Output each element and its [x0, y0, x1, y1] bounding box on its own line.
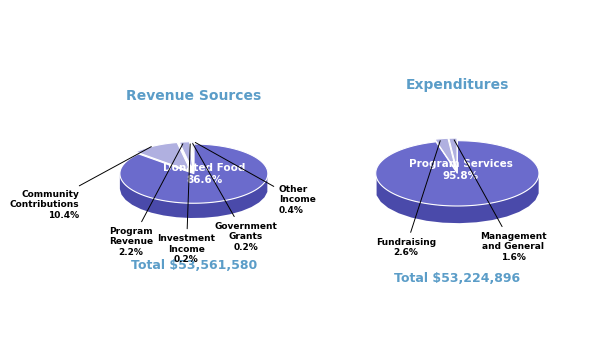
Polygon shape	[190, 142, 193, 171]
Polygon shape	[376, 141, 539, 206]
Text: Management
and General
1.6%: Management and General 1.6%	[454, 140, 546, 261]
Polygon shape	[136, 143, 191, 172]
Polygon shape	[435, 138, 456, 171]
Text: Total $53,561,580: Total $53,561,580	[131, 259, 257, 272]
Polygon shape	[120, 144, 268, 203]
Polygon shape	[377, 176, 539, 223]
Text: Community
Contributions
10.4%: Community Contributions 10.4%	[10, 147, 152, 220]
Text: Fundraising
2.6%: Fundraising 2.6%	[376, 141, 440, 257]
Polygon shape	[192, 142, 194, 171]
Text: Total $53,224,896: Total $53,224,896	[394, 272, 521, 285]
Polygon shape	[120, 174, 267, 218]
Text: Government
Grants
0.2%: Government Grants 0.2%	[193, 144, 277, 252]
Text: Expenditures: Expenditures	[406, 78, 509, 92]
Polygon shape	[191, 142, 193, 171]
Text: Program
Revenue
2.2%: Program Revenue 2.2%	[109, 144, 183, 257]
Text: Investment
Income
0.2%: Investment Income 0.2%	[158, 144, 216, 264]
Text: Program Services
95.8%: Program Services 95.8%	[409, 159, 513, 181]
Polygon shape	[449, 138, 457, 171]
Text: Donated Food
86.6%: Donated Food 86.6%	[164, 164, 246, 185]
Text: Revenue Sources: Revenue Sources	[126, 90, 262, 103]
Text: Other
Income
0.4%: Other Income 0.4%	[195, 143, 316, 214]
Polygon shape	[179, 142, 193, 171]
